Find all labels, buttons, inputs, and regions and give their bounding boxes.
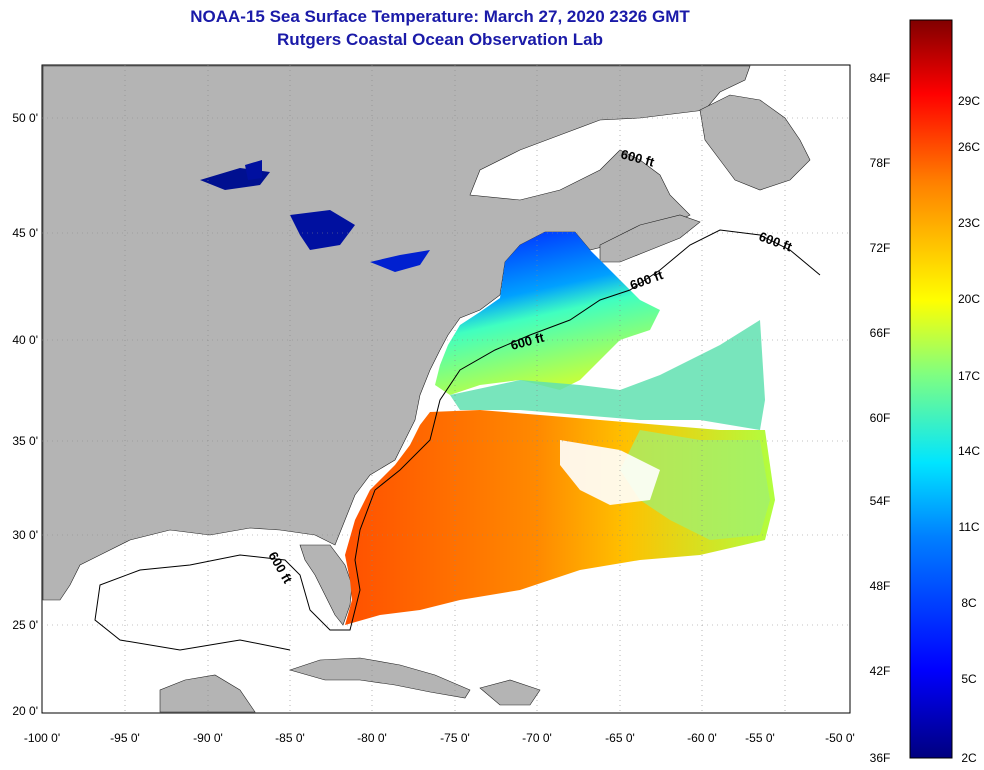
graticule	[42, 65, 850, 713]
lon-label: -65 0'	[605, 731, 635, 745]
lon-label: -50 0'	[825, 731, 855, 745]
fahrenheit-label: 54F	[870, 494, 891, 508]
longitude-axis: -100 0' -95 0' -90 0' -85 0' -80 0' -75 …	[24, 731, 855, 745]
lat-label: 50 0'	[12, 111, 38, 125]
sst-cold-shelf	[435, 232, 660, 395]
celsius-label: 23C	[958, 216, 980, 230]
celsius-label: 14C	[958, 444, 980, 458]
celsius-label: 5C	[961, 672, 977, 686]
lat-label: 25 0'	[12, 618, 38, 632]
colorbar: 84F 78F 72F 66F 60F 54F 48F 42F 36F 29C …	[870, 19, 980, 765]
celsius-label: 17C	[958, 369, 980, 383]
lon-label: -55 0'	[745, 731, 775, 745]
lat-label: 30 0'	[12, 528, 38, 542]
fahrenheit-label: 60F	[870, 411, 891, 425]
fahrenheit-label: 84F	[870, 71, 891, 85]
lake-michigan-huron	[290, 210, 355, 250]
lon-label: -85 0'	[275, 731, 305, 745]
lake-small	[245, 160, 262, 180]
lat-label: 20 0'	[12, 704, 38, 718]
sst-cloud-gap	[560, 440, 660, 505]
fahrenheit-label: 66F	[870, 326, 891, 340]
land-hispaniola	[479, 679, 541, 706]
celsius-label: 29C	[958, 94, 980, 108]
fahrenheit-label: 36F	[870, 751, 891, 765]
lat-label: 35 0'	[12, 434, 38, 448]
lon-label: -80 0'	[357, 731, 387, 745]
map-subtitle: Rutgers Coastal Ocean Observation Lab	[277, 30, 603, 49]
lat-label: 45 0'	[12, 226, 38, 240]
lat-label: 40 0'	[12, 333, 38, 347]
celsius-label: 11C	[958, 520, 979, 534]
lon-label: -75 0'	[440, 731, 470, 745]
celsius-label: 20C	[958, 292, 980, 306]
lon-label: -95 0'	[110, 731, 140, 745]
land-yucatan	[159, 674, 256, 713]
latitude-axis: 50 0' 45 0' 40 0' 35 0' 30 0' 25 0' 20 0…	[12, 111, 38, 718]
lon-label: -100 0'	[24, 731, 60, 745]
fahrenheit-label: 72F	[870, 241, 891, 255]
fahrenheit-label: 42F	[870, 664, 891, 678]
sst-mid-atlantic	[450, 320, 765, 430]
celsius-label: 8C	[961, 596, 977, 610]
lake-erie-ontario	[370, 250, 430, 272]
colorbar-gradient	[909, 19, 953, 759]
lon-label: -90 0'	[193, 731, 223, 745]
land-nova-scotia	[599, 214, 701, 263]
map-title: NOAA-15 Sea Surface Temperature: March 2…	[190, 7, 690, 26]
contour-600ft	[94, 229, 821, 651]
land-cuba	[288, 657, 471, 699]
celsius-label: 26C	[958, 140, 980, 154]
lon-label: -60 0'	[687, 731, 717, 745]
fahrenheit-label: 48F	[870, 579, 891, 593]
fahrenheit-label: 78F	[870, 156, 891, 170]
land-newfoundland	[699, 94, 811, 191]
lon-label: -70 0'	[522, 731, 552, 745]
celsius-label: 2C	[961, 751, 977, 765]
sst-offshore-cool	[620, 430, 770, 540]
